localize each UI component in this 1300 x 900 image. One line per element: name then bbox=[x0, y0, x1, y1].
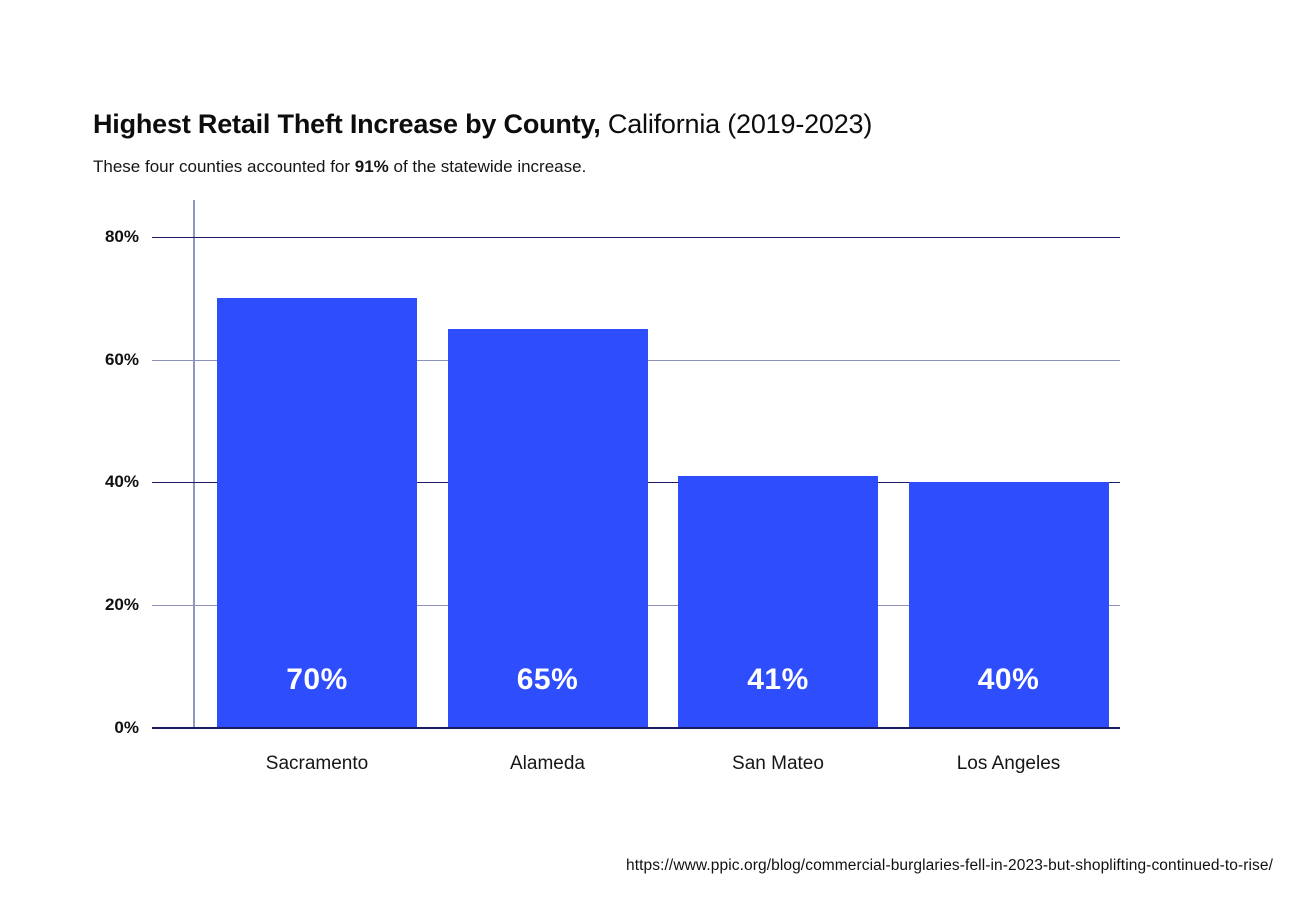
bar-san-mateo: 41% bbox=[678, 476, 878, 727]
y-tick-label: 40% bbox=[104, 472, 139, 491]
x-axis-label: San Mateo bbox=[732, 753, 824, 774]
subtitle-prefix: These four counties accounted for bbox=[93, 157, 355, 176]
bar-los-angeles: 40% bbox=[908, 482, 1109, 727]
y-tick-label: 80% bbox=[104, 227, 139, 246]
x-axis-label: Los Angeles bbox=[956, 753, 1061, 774]
bar-value-label: 65% bbox=[516, 663, 579, 696]
source-url: https://www.ppic.org/blog/commercial-bur… bbox=[626, 857, 1273, 874]
x-axis-label: Sacramento bbox=[265, 753, 369, 774]
chart-subtitle: These four counties accounted for 91% of… bbox=[93, 156, 586, 178]
bar-value-label: 40% bbox=[977, 663, 1040, 696]
bar-value-label: 41% bbox=[747, 663, 809, 696]
gridline-0: 0% bbox=[114, 718, 1120, 737]
subtitle-suffix: of the statewide increase. bbox=[388, 157, 587, 176]
title-bold-part: Highest Retail Theft Increase by County, bbox=[93, 109, 601, 140]
subtitle-highlight: 91% bbox=[354, 157, 389, 176]
y-tick-label: 0% bbox=[114, 718, 139, 737]
page-title: Highest Retail Theft Increase by County,… bbox=[93, 107, 872, 141]
bar-sacramento: 70% bbox=[217, 298, 417, 727]
bar-alameda: 65% bbox=[447, 329, 648, 727]
y-axis-line bbox=[193, 200, 195, 727]
title-regular-part: California (2019-2023) bbox=[600, 109, 873, 140]
x-axis-label: Alameda bbox=[510, 753, 585, 774]
bar-value-label: 70% bbox=[286, 663, 348, 696]
y-tick-label: 60% bbox=[104, 349, 139, 369]
gridline-80: 80% bbox=[105, 227, 1120, 246]
y-tick-label: 20% bbox=[104, 594, 139, 614]
plot-area: 0% 20% 40% 60% 80% 70% Sacramento 65% Alameda 41%… bbox=[105, 200, 1120, 774]
